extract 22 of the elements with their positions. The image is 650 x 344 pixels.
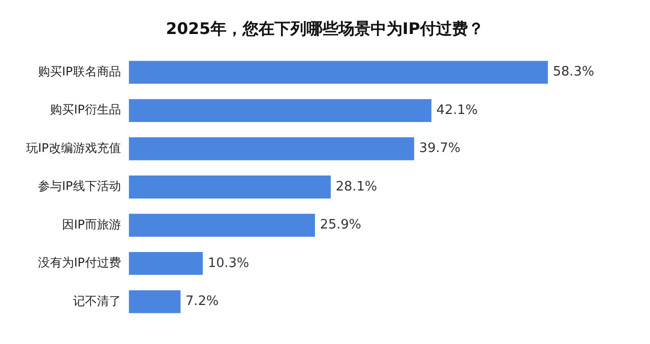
- data-label: 25.9%: [320, 218, 362, 233]
- y-tick-label: 购买IP联名商品: [38, 64, 121, 78]
- bar: [128, 60, 548, 84]
- data-label: 58.3%: [552, 64, 594, 80]
- bar: [128, 252, 203, 275]
- y-tick-label: 没有为IP付过费: [38, 256, 121, 270]
- chart-title: 2025年，您在下列哪些场景中为IP付过费？: [166, 18, 484, 38]
- bar: [128, 176, 331, 198]
- y-tick-label: 购买IP衍生品: [50, 102, 121, 117]
- bar: [128, 290, 181, 314]
- data-label: 39.7%: [419, 141, 460, 156]
- bar: [128, 137, 414, 160]
- y-tick-label: 记不清了: [72, 294, 121, 308]
- data-label: 7.2%: [186, 294, 219, 310]
- data-label: 28.1%: [336, 179, 378, 194]
- y-tick-label: 玩IP改编游戏充值: [26, 140, 121, 155]
- y-tick-label: 因IP而旅游: [62, 217, 121, 232]
- y-tick-label: 参与IP线下活动: [38, 179, 121, 194]
- data-label: 10.3%: [208, 256, 250, 271]
- data-label: 42.1%: [436, 102, 478, 118]
- bar: [128, 99, 432, 122]
- bar: [128, 214, 315, 237]
